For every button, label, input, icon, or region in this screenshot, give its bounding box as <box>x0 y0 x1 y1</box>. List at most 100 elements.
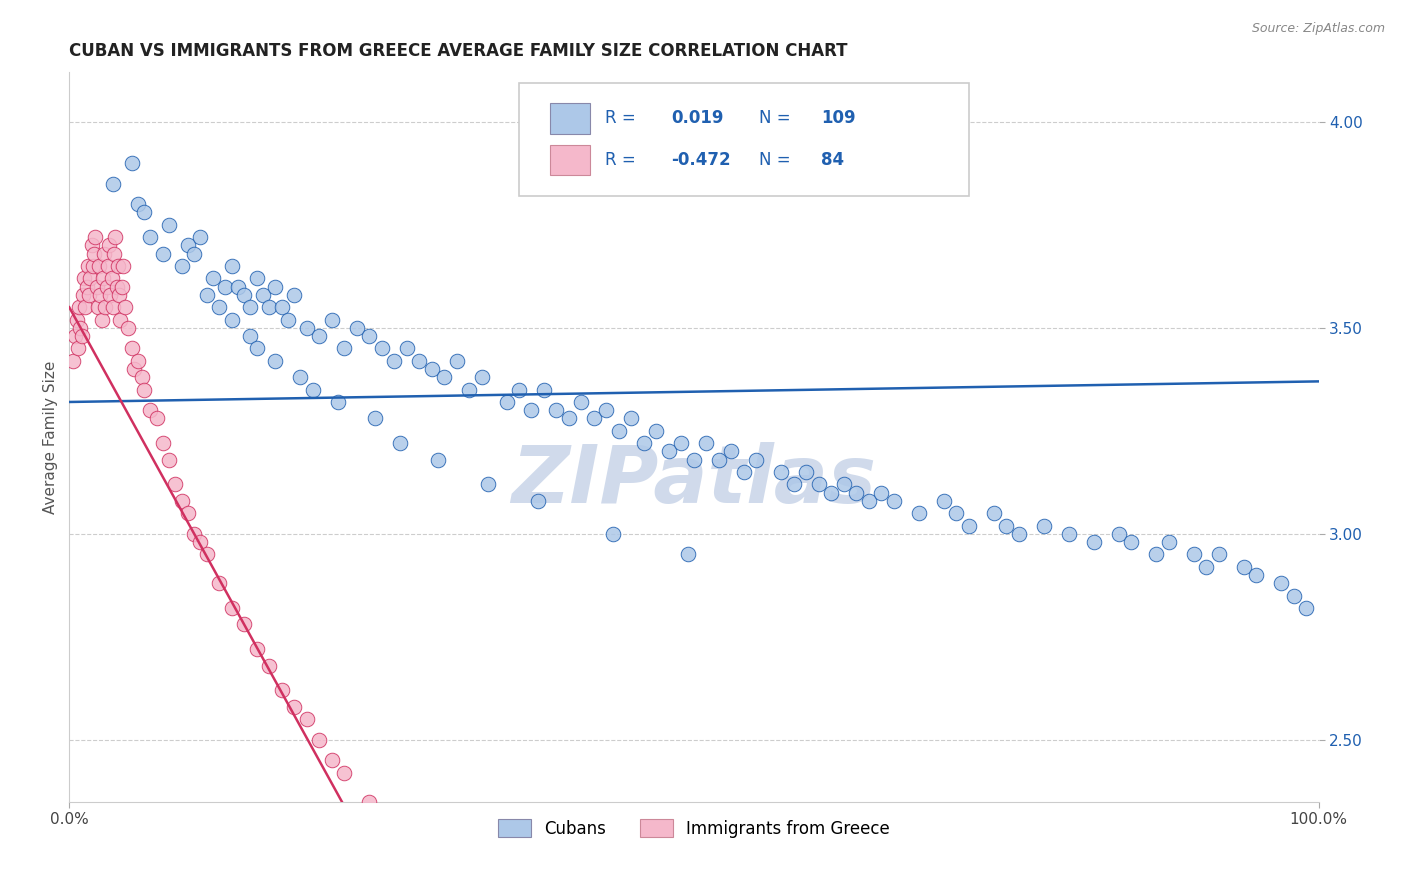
Point <box>683 452 706 467</box>
Point <box>932 493 955 508</box>
Point <box>66 312 89 326</box>
Point <box>114 300 136 314</box>
Text: ZIPatlas: ZIPatlas <box>512 442 876 520</box>
Point <box>832 477 855 491</box>
Text: R =: R = <box>605 151 636 169</box>
Point <box>707 452 730 467</box>
Point <box>122 362 145 376</box>
Point <box>783 477 806 491</box>
Text: N =: N = <box>759 110 790 128</box>
Point <box>364 411 387 425</box>
Point <box>76 279 98 293</box>
Point <box>907 506 929 520</box>
Point <box>426 452 449 467</box>
Point <box>121 156 143 170</box>
Point <box>87 300 110 314</box>
Point <box>382 823 405 838</box>
Point <box>546 403 568 417</box>
Point <box>108 288 131 302</box>
Point <box>1233 559 1256 574</box>
Point <box>86 279 108 293</box>
Point <box>62 353 84 368</box>
Point <box>1282 589 1305 603</box>
Point <box>533 383 555 397</box>
Point <box>100 271 122 285</box>
Point <box>195 288 218 302</box>
Point <box>676 548 699 562</box>
Point <box>277 312 299 326</box>
Point <box>1157 535 1180 549</box>
Point <box>1144 548 1167 562</box>
Point <box>582 411 605 425</box>
Point <box>270 300 292 314</box>
Point <box>1208 548 1230 562</box>
Point <box>208 300 231 314</box>
Point <box>477 477 499 491</box>
Point <box>104 230 127 244</box>
Point <box>190 230 212 244</box>
Point <box>233 288 256 302</box>
Point <box>308 329 330 343</box>
Point <box>883 493 905 508</box>
Point <box>73 271 96 285</box>
Text: N =: N = <box>759 151 790 169</box>
Point <box>1270 576 1292 591</box>
Point <box>221 312 243 326</box>
Point <box>165 477 187 491</box>
Point <box>983 506 1005 520</box>
Point <box>333 342 356 356</box>
Point <box>1057 526 1080 541</box>
Point <box>152 436 174 450</box>
Point <box>1121 535 1143 549</box>
Point <box>602 526 624 541</box>
Point <box>308 732 330 747</box>
Point <box>79 271 101 285</box>
Point <box>97 259 120 273</box>
Point <box>520 403 543 417</box>
Point <box>195 548 218 562</box>
Point <box>745 452 768 467</box>
Point <box>101 177 124 191</box>
Point <box>170 493 193 508</box>
Point <box>94 300 117 314</box>
Point <box>495 395 517 409</box>
Point <box>83 246 105 260</box>
Point <box>607 424 630 438</box>
Point <box>111 259 134 273</box>
Point <box>121 342 143 356</box>
Point <box>571 395 593 409</box>
Point <box>733 465 755 479</box>
Point <box>67 300 90 314</box>
Point <box>70 329 93 343</box>
Point <box>72 288 94 302</box>
Point <box>295 321 318 335</box>
Point <box>645 424 668 438</box>
Point <box>77 259 100 273</box>
Point <box>957 518 980 533</box>
Point <box>395 342 418 356</box>
Point <box>720 444 742 458</box>
Point <box>89 288 111 302</box>
Point <box>246 342 269 356</box>
Point <box>695 436 717 450</box>
Point <box>870 485 893 500</box>
Point <box>170 259 193 273</box>
Point <box>458 383 481 397</box>
Point <box>508 383 530 397</box>
Point <box>264 353 287 368</box>
Point <box>633 436 655 450</box>
Point <box>295 712 318 726</box>
Point <box>208 576 231 591</box>
Text: -0.472: -0.472 <box>672 151 731 169</box>
Point <box>359 795 381 809</box>
Point <box>283 699 305 714</box>
Point <box>246 271 269 285</box>
Point <box>370 342 392 356</box>
Point <box>470 370 492 384</box>
Point <box>658 444 681 458</box>
Point <box>671 436 693 450</box>
Point <box>100 288 122 302</box>
Point <box>221 601 243 615</box>
Point <box>134 383 156 397</box>
Point <box>152 246 174 260</box>
